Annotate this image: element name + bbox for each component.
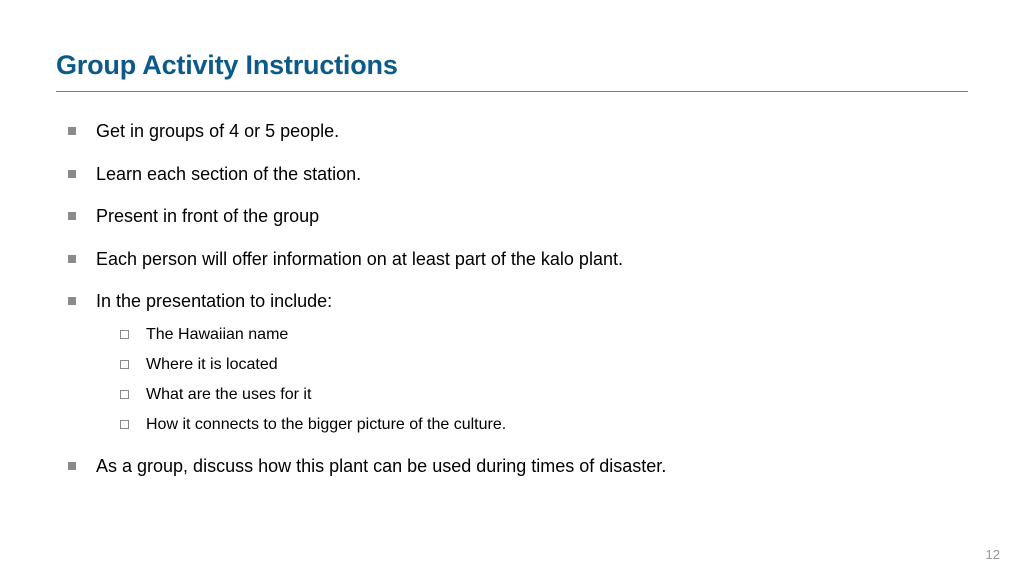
instruction-list: Get in groups of 4 or 5 people. Learn eac… xyxy=(56,120,968,477)
list-item-text: As a group, discuss how this plant can b… xyxy=(96,456,666,476)
list-item-text: In the presentation to include: xyxy=(96,291,332,311)
list-item-text: Each person will offer information on at… xyxy=(96,249,623,269)
list-item-text: Learn each section of the station. xyxy=(96,164,361,184)
list-item-text: Present in front of the group xyxy=(96,206,319,226)
sub-list-item-text: The Hawaiian name xyxy=(146,326,288,343)
list-item: Present in front of the group xyxy=(56,205,968,228)
list-item: Each person will offer information on at… xyxy=(56,248,968,271)
list-item: Get in groups of 4 or 5 people. xyxy=(56,120,968,143)
sub-list-item: The Hawaiian name xyxy=(96,325,968,345)
sub-list-item-text: What are the uses for it xyxy=(146,386,311,403)
sub-list-item-text: Where it is located xyxy=(146,356,278,373)
list-item-text: Get in groups of 4 or 5 people. xyxy=(96,121,339,141)
slide-container: Group Activity Instructions Get in group… xyxy=(0,0,1024,576)
title-underline xyxy=(56,91,968,92)
sub-list-item: What are the uses for it xyxy=(96,385,968,405)
list-item: As a group, discuss how this plant can b… xyxy=(56,455,968,478)
sub-list-item-text: How it connects to the bigger picture of… xyxy=(146,416,506,433)
sub-list: The Hawaiian name Where it is located What… xyxy=(96,325,968,435)
sub-list-item: How it connects to the bigger picture of… xyxy=(96,415,968,435)
slide-title: Group Activity Instructions xyxy=(56,50,968,81)
sub-list-item: Where it is located xyxy=(96,355,968,375)
list-item: Learn each section of the station. xyxy=(56,163,968,186)
list-item: In the presentation to include: The Hawai… xyxy=(56,290,968,435)
page-number: 12 xyxy=(986,547,1000,562)
